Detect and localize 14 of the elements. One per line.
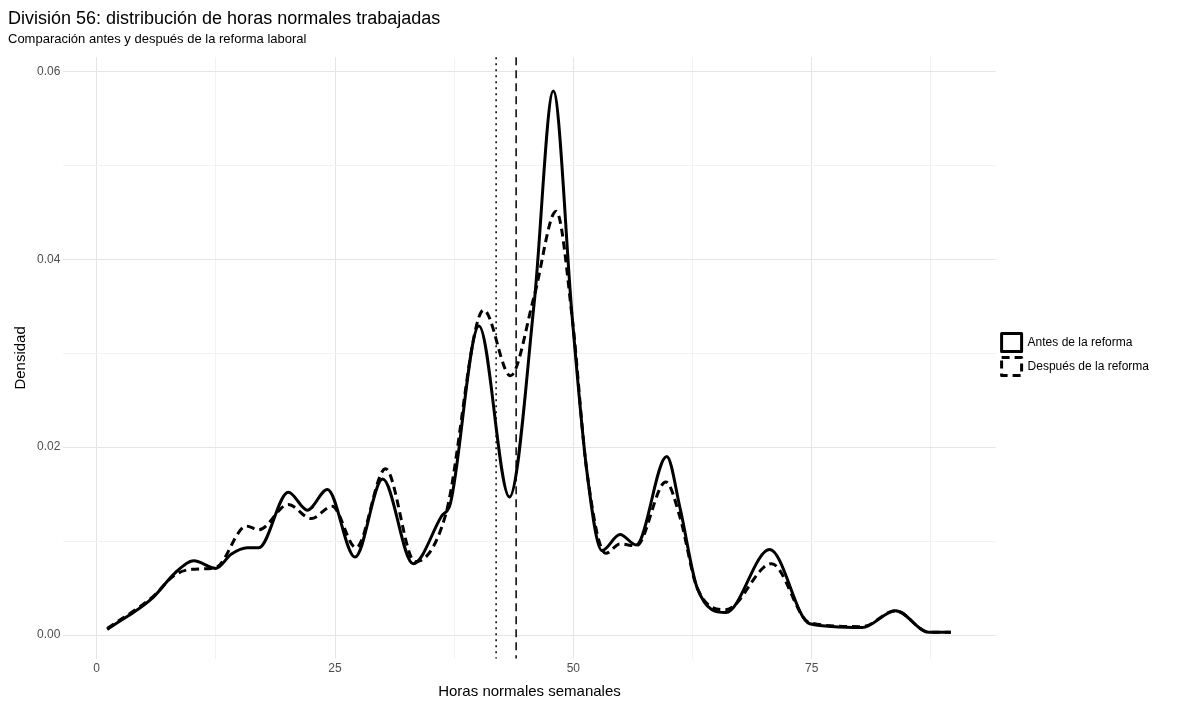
x-tick-label: 75	[804, 661, 819, 676]
chart-title: División 56: distribución de horas normales trabajadas	[8, 7, 441, 28]
y-axis-title: Densidad	[11, 326, 29, 390]
y-tick-label: 0.00	[37, 627, 61, 642]
x-tick-label: 25	[328, 661, 343, 676]
x-tick-label: 50	[566, 661, 581, 676]
legend-label: Antes de la reforma	[1027, 334, 1133, 349]
legend-label: Después de la reforma	[1027, 358, 1150, 373]
x-axis-title: Horas normales semanales	[438, 682, 621, 700]
y-tick-label: 0.02	[37, 439, 61, 454]
y-tick-label: 0.04	[37, 251, 61, 266]
chart-subtitle: Comparación antes y después de la reforma laboral	[8, 30, 307, 46]
y-tick-label: 0.06	[37, 63, 61, 78]
x-tick-label: 0	[93, 661, 101, 676]
